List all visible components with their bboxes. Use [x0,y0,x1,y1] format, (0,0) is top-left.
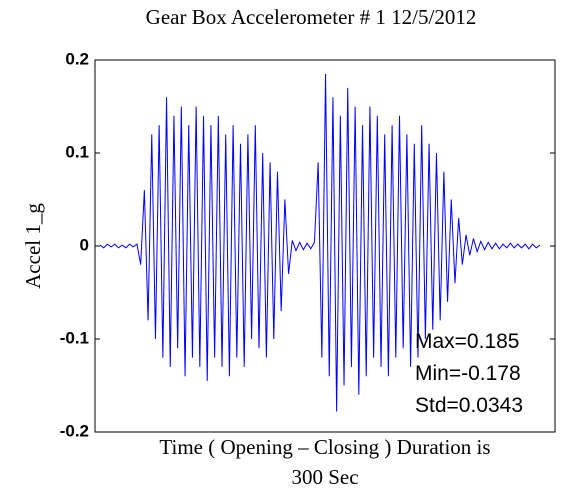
signal-line [99,73,541,412]
annotation: Std=0.0343 [415,394,523,417]
y-tick-label: -0.2 [60,421,89,440]
annotation: Max=0.185 [415,330,520,353]
y-axis-label: Accel 1_g [21,203,45,289]
y-tick-label: -0.1 [60,328,89,347]
chart-title: Gear Box Accelerometer # 1 12/5/2012 [146,5,477,29]
y-tick-label: 0.2 [65,49,89,68]
y-tick-label: 0 [80,235,89,254]
x-axis-label: Time ( Opening – Closing ) Duration is [159,435,490,459]
y-tick-label: 0.1 [65,142,89,161]
x-axis-label: 300 Sec [291,465,358,489]
annotation: Min=-0.178 [415,362,521,385]
